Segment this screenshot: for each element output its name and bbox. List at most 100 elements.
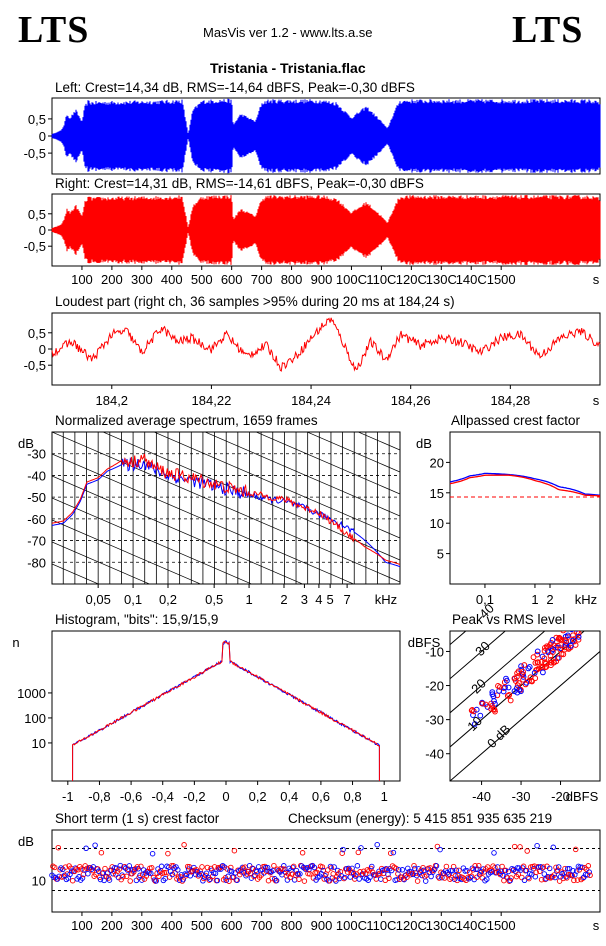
peak-rms-diagonals [450, 631, 600, 781]
short-crest-point [78, 866, 85, 872]
short-crest-point [499, 863, 505, 870]
histogram-line-right [72, 640, 380, 782]
peak-rms-diag-label: 10 [464, 713, 485, 734]
crest-allpass-title: Allpassed crest factor [451, 413, 581, 428]
short-crest-point [413, 872, 420, 879]
short-crest-point [102, 865, 108, 872]
peak-rms-point [468, 707, 475, 714]
peak-rms-point [500, 688, 507, 695]
loudest-xtick-label: 184,26 [391, 393, 431, 408]
short-crest-point [303, 865, 309, 872]
short-crest-point [234, 877, 240, 883]
peak-rms-point [530, 654, 537, 661]
short-crest-point [138, 863, 144, 870]
peak-rms-point [563, 638, 569, 645]
spectrum-slope [52, 563, 100, 584]
short-crest-point [521, 877, 528, 884]
short-crest-point [517, 844, 523, 850]
short-crest-point [510, 867, 516, 874]
short-crest-point [110, 871, 116, 877]
short-crest-point [351, 876, 358, 882]
short-crest-point [480, 866, 486, 872]
spectrum-title: Normalized average spectrum, 1659 frames [55, 413, 318, 428]
short-crest-point [449, 867, 456, 874]
short-crest-point [297, 871, 303, 877]
short-crest-point [452, 873, 459, 879]
short-crest-point [98, 849, 105, 856]
histogram-xtick-label: -0,8 [88, 789, 110, 804]
peak-rms-point [504, 692, 511, 699]
spectrum-slope [102, 432, 400, 561]
short-crest-xtick-label: 1500 [487, 918, 516, 933]
short-crest-point [523, 867, 530, 874]
short-crest-point [288, 867, 294, 873]
histogram-xtick-label: 1 [381, 789, 388, 804]
histogram-title: Histogram, "bits": 15,9/15,9 [55, 612, 219, 627]
short-crest-xunit: s [593, 918, 600, 933]
short-crest-point [228, 864, 234, 871]
short-crest-point [433, 863, 440, 869]
short-crest-point [250, 866, 256, 872]
short-crest-points [49, 841, 593, 884]
peak-rms-point [495, 683, 501, 689]
loudest-xunit: s [593, 393, 600, 408]
short-crest-point [453, 867, 460, 874]
peak-rms-point [492, 708, 498, 715]
spectrum-xtick-label: 4 [315, 592, 322, 607]
short-crest-point [468, 873, 475, 879]
short-crest-point [539, 865, 546, 871]
right-wave-xtick-label: 110C [366, 272, 396, 287]
short-crest-point [534, 842, 540, 849]
histogram-ylabel: n [12, 635, 19, 650]
peak-rms-point [565, 624, 570, 629]
short-crest-point [184, 871, 190, 878]
loudest-ytick-label: 0 [39, 342, 46, 357]
spectrum-ytick-label: -80 [27, 555, 46, 570]
short-crest-point [508, 875, 514, 881]
short-crest-point [435, 873, 442, 880]
short-crest-point [262, 863, 268, 870]
short-crest-point [390, 849, 397, 856]
short-crest-point [334, 867, 341, 874]
short-crest-point [55, 844, 62, 851]
short-crest-point [127, 878, 133, 884]
short-crest-point [520, 863, 527, 870]
peak-rms-point [569, 625, 574, 630]
short-crest-point [540, 864, 547, 870]
short-crest-point [211, 864, 218, 870]
short-crest-point [273, 877, 280, 884]
short-crest-xtick-label: 900 [311, 918, 333, 933]
peak-rms-point [514, 674, 520, 680]
short-crest-xtick-label: 130C [426, 918, 457, 933]
short-crest-point [263, 864, 269, 871]
short-crest-point [550, 844, 557, 851]
short-crest-point [500, 872, 506, 879]
left-wave-signal [51, 98, 601, 174]
spectrum-xtick-label: 5 [327, 592, 334, 607]
short-crest-point [291, 877, 298, 883]
peak-rms-point [505, 684, 512, 691]
peak-rms-point [566, 624, 571, 629]
short-crest-point [199, 864, 205, 870]
short-crest-point [374, 841, 380, 848]
short-crest-point [356, 876, 362, 882]
short-crest-point [463, 877, 469, 884]
spectrum-xtick-label: 3 [301, 592, 308, 607]
peak-rms-point [540, 669, 546, 676]
peak-rms-diagonal [450, 631, 585, 748]
histogram-xtick-label: 0,4 [280, 789, 298, 804]
short-crest-point [339, 850, 345, 856]
short-crest-point [451, 876, 458, 882]
peak-rms-point [489, 703, 496, 709]
short-crest-point [399, 867, 406, 873]
short-crest-point [137, 872, 143, 879]
short-crest-point [97, 876, 104, 883]
short-crest-point [129, 870, 135, 877]
right-wave-xtick-label: 900 [311, 272, 333, 287]
short-crest-point [492, 864, 498, 871]
short-crest-point [572, 846, 579, 853]
histogram-xtick-label: -0,4 [152, 789, 174, 804]
short-crest-point [385, 871, 391, 878]
peak-rms-point [504, 677, 510, 684]
